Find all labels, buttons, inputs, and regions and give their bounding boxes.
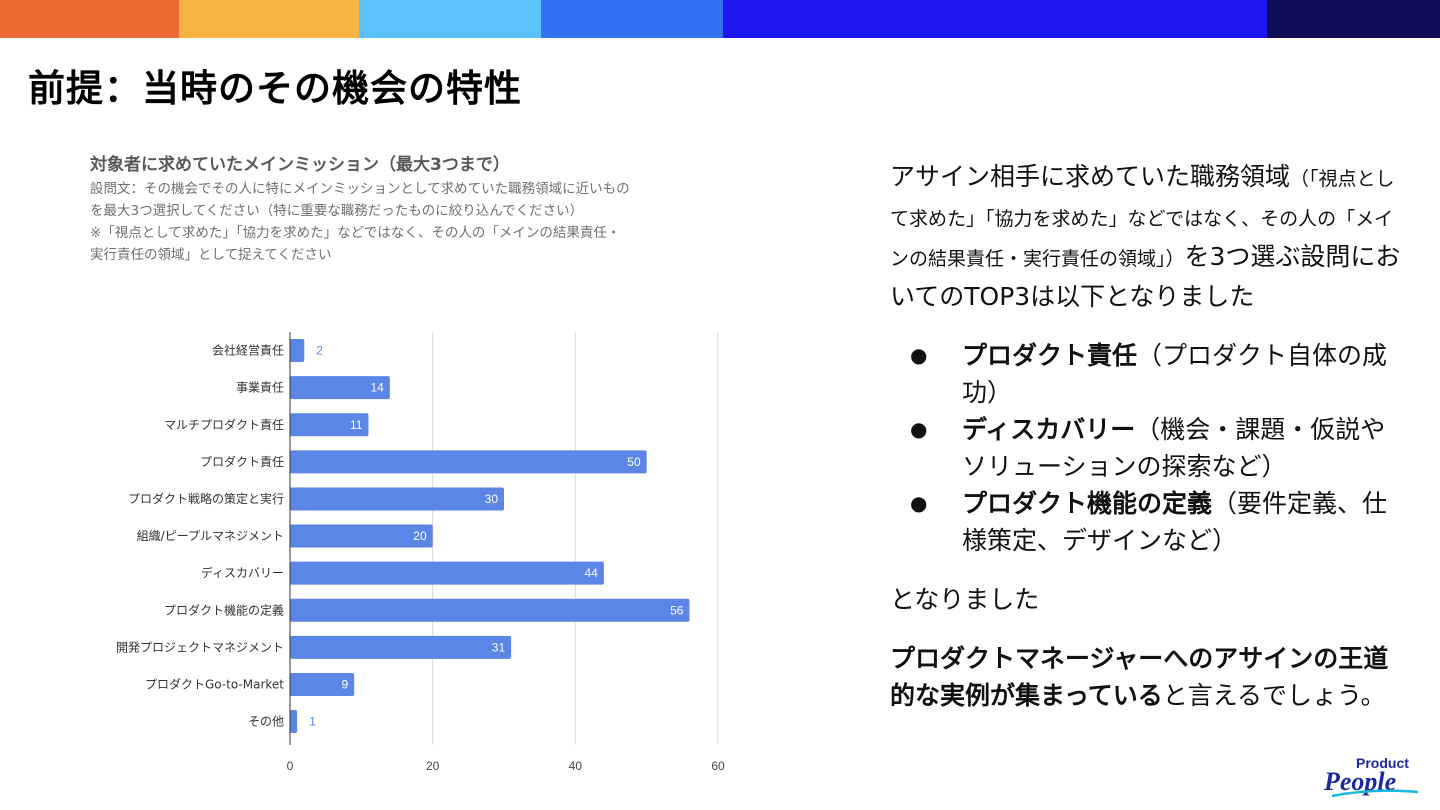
item-rest: （要件定義、仕様策定、デザインなど） (962, 489, 1388, 555)
description-line: 実行責任の領域」として捉えてください (90, 247, 332, 263)
category-label: プロダクトGo-to-Market (145, 676, 284, 691)
data-label: 2 (316, 344, 323, 358)
color-segment-light-blue (359, 0, 541, 38)
x-tick-label: 60 (711, 759, 725, 773)
category-label: その他 (248, 715, 284, 729)
description-line: ※「視点として求めた」「協力を求めた」などではなく、その人の「メインの結果責任・ (90, 225, 621, 241)
data-label: 11 (350, 418, 363, 432)
logo-swoosh (1331, 789, 1419, 798)
bar (290, 524, 433, 548)
intro-note: （「視点として求めた」「協力を求めた」などではなく、その人の「メインの結果責任・… (890, 168, 1395, 270)
bullet-icon: ● (910, 343, 928, 367)
description-line: 設問文：その機会でその人に特にメインミッションとして求めていた職務領域に近いもの (90, 181, 630, 197)
top-color-bar (0, 0, 1440, 38)
closing-rest: と言えるでしょう。 (1162, 681, 1386, 710)
color-segment-blue (541, 0, 723, 38)
intro-main: アサイン相手に求めていた職務領域 (890, 162, 1291, 191)
data-label: 44 (585, 566, 599, 580)
item-bold: プロダクト機能の定義 (962, 489, 1213, 518)
bar (290, 376, 390, 400)
color-segment-indigo (723, 0, 1267, 38)
color-segment-orange (0, 0, 179, 38)
data-label: 20 (413, 529, 427, 543)
bullet-icon: ● (910, 417, 928, 441)
x-tick-label: 0 (287, 759, 294, 773)
category-label: 会社経営責任 (212, 343, 284, 358)
category-label: ディスカバリー (201, 565, 284, 580)
data-label: 31 (492, 640, 506, 654)
color-segment-navy (1267, 0, 1440, 38)
category-label: マルチプロダクト責任 (164, 417, 284, 432)
color-segment-yellow (179, 0, 359, 38)
bar (290, 561, 604, 585)
data-label: 9 (342, 677, 349, 691)
bar (290, 450, 647, 474)
bar (290, 710, 298, 734)
category-label: プロダクト責任 (200, 454, 284, 469)
description-line: を最大3つ選択してください（特に重要な職務だったものに絞り込んでください） (90, 203, 584, 219)
summary-intro: アサイン相手に求めていた職務領域（「視点として求めた」「協力を求めた」などではな… (890, 158, 1410, 315)
data-label: 14 (371, 381, 385, 395)
item-rest: （機会・課題・仮説やソリューションの探索など） (962, 415, 1386, 481)
data-label: 30 (485, 492, 499, 506)
list-item: ● プロダクト機能の定義（要件定義、仕様策定、デザインなど） (890, 485, 1410, 559)
summary-panel: アサイン相手に求めていた職務領域（「視点として求めた」「協力を求めた」などではな… (890, 158, 1410, 714)
category-label: 開発プロジェクトマネジメント (116, 640, 284, 654)
top3-list: ● プロダクト責任（プロダクト自体の成功） ● ディスカバリー（機会・課題・仮説やソ… (890, 337, 1410, 559)
after-list-text: となりました (890, 585, 1040, 614)
x-tick-label: 20 (426, 759, 440, 773)
item-bold: プロダクト責任 (962, 341, 1138, 370)
category-label: 事業責任 (236, 381, 284, 395)
bar (290, 635, 512, 659)
item-bold: ディスカバリー (962, 415, 1136, 444)
bar-chart: 0 20 40 60 会社経営責任 2 事業責任 14 マルチプロダクト責任 11 プロダクト責任 5… (116, 332, 725, 773)
bar (290, 672, 355, 696)
chart-description: 設問文：その機会でその人に特にメインミッションとして求めていた職務領域に近いもの… (90, 178, 740, 266)
category-label: 組織/ピープルマネジメント (137, 529, 284, 543)
bullet-icon: ● (910, 491, 928, 515)
bar (290, 339, 305, 363)
closing-bold: プロダクトマネージャーへのアサインの王道的な実例が集まっている (890, 644, 1389, 710)
category-label: プロダクト機能の定義 (164, 602, 284, 617)
bar (290, 487, 504, 511)
chart-heading: 対象者に求めていたメインミッション（最大3つまで） (90, 155, 510, 175)
data-label: 50 (627, 455, 641, 469)
data-label: 56 (670, 603, 684, 617)
bar (290, 598, 690, 622)
intro-tail: を3つ選ぶ設問においてのTOP3は以下となりました (890, 242, 1401, 311)
category-label: プロダクト戦略の策定と実行 (128, 491, 284, 506)
list-item: ● プロダクト責任（プロダクト自体の成功） (890, 337, 1410, 411)
x-tick-label: 40 (569, 759, 583, 773)
closing-text: プロダクトマネージャーへのアサインの王道的な実例が集まっていると言えるでしょう。 (890, 640, 1410, 714)
bar (290, 413, 369, 437)
data-label: 1 (309, 715, 316, 729)
list-item: ● ディスカバリー（機会・課題・仮説やソリューションの探索など） (890, 411, 1410, 485)
item-rest: （プロダクト自体の成功） (962, 341, 1388, 407)
logo-line-1: Product (1356, 755, 1409, 771)
page-title: 前提：当時のその機会の特性 (28, 67, 522, 110)
product-people-logo: Product People (1323, 755, 1419, 798)
